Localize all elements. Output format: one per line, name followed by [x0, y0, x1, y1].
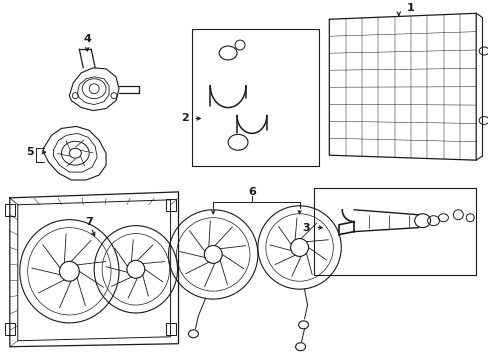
Bar: [5, 204, 15, 216]
Text: 4: 4: [83, 34, 91, 44]
Text: 5: 5: [26, 147, 33, 157]
Bar: [5, 323, 15, 335]
Text: 1: 1: [407, 3, 415, 13]
Bar: [166, 199, 175, 211]
Bar: [193, 29, 319, 166]
Text: 2: 2: [182, 113, 189, 123]
Text: 6: 6: [248, 187, 256, 197]
Bar: [166, 323, 175, 335]
Text: 3: 3: [303, 222, 310, 233]
Bar: [315, 188, 476, 275]
Text: 7: 7: [85, 217, 93, 227]
